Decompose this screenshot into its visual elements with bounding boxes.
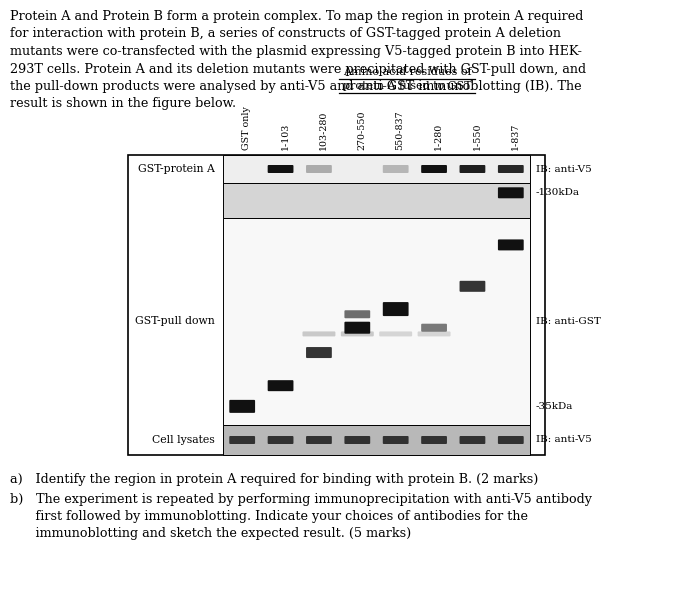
FancyBboxPatch shape	[229, 400, 255, 413]
Text: 270-550: 270-550	[358, 111, 366, 150]
Text: mutants were co-transfected with the plasmid expressing V5-tagged protein B into: mutants were co-transfected with the pla…	[10, 45, 582, 58]
FancyBboxPatch shape	[345, 321, 370, 334]
Text: Cell lysates: Cell lysates	[152, 435, 215, 445]
FancyBboxPatch shape	[498, 187, 524, 198]
Text: a) Identify the region in protein A required for binding with protein B. (2 mark: a) Identify the region in protein A requ…	[10, 473, 538, 486]
Bar	[128, 155, 545, 455]
FancyBboxPatch shape	[460, 165, 486, 173]
FancyBboxPatch shape	[498, 436, 524, 444]
FancyBboxPatch shape	[460, 436, 486, 444]
FancyBboxPatch shape	[306, 165, 332, 173]
Text: -35kDa: -35kDa	[536, 402, 573, 411]
FancyBboxPatch shape	[379, 332, 412, 336]
Text: IB: anti-V5: IB: anti-V5	[536, 436, 592, 445]
FancyBboxPatch shape	[418, 332, 451, 336]
Text: the pull-down products were analysed by anti-V5 and anti-GST immunoblotting (IB): the pull-down products were analysed by …	[10, 80, 582, 93]
FancyBboxPatch shape	[229, 436, 255, 444]
Text: -130kDa: -130kDa	[536, 188, 580, 197]
FancyBboxPatch shape	[421, 324, 447, 332]
FancyBboxPatch shape	[306, 347, 332, 358]
Text: 1-280: 1-280	[434, 123, 443, 150]
FancyBboxPatch shape	[498, 165, 524, 173]
FancyBboxPatch shape	[383, 165, 408, 173]
FancyBboxPatch shape	[498, 239, 524, 250]
FancyBboxPatch shape	[345, 310, 370, 318]
Text: GST only: GST only	[242, 106, 251, 150]
Text: 1-103: 1-103	[281, 123, 290, 150]
FancyBboxPatch shape	[345, 436, 370, 444]
Bar	[223, 218, 530, 425]
Text: Amino acid residues of: Amino acid residues of	[343, 67, 471, 77]
FancyBboxPatch shape	[421, 436, 447, 444]
Text: protein A fused to GST: protein A fused to GST	[343, 81, 471, 91]
FancyBboxPatch shape	[341, 332, 374, 336]
FancyBboxPatch shape	[383, 436, 408, 444]
Text: 550-837: 550-837	[396, 110, 405, 150]
FancyBboxPatch shape	[268, 380, 293, 391]
Text: for interaction with protein B, a series of constructs of GST-tagged protein A d: for interaction with protein B, a series…	[10, 27, 561, 40]
Bar	[223, 425, 530, 455]
Text: 1-837: 1-837	[511, 123, 520, 150]
Text: GST-protein A: GST-protein A	[138, 164, 215, 174]
Text: first followed by immunoblotting. Indicate your choices of antibodies for the: first followed by immunoblotting. Indica…	[10, 510, 528, 523]
Text: IB: anti-V5: IB: anti-V5	[536, 165, 592, 173]
FancyBboxPatch shape	[268, 436, 293, 444]
Text: Protein A and Protein B form a protein complex. To map the region in protein A r: Protein A and Protein B form a protein c…	[10, 10, 584, 23]
Bar	[223, 155, 530, 183]
Text: b) The experiment is repeated by performing immunoprecipitation with anti-V5 ant: b) The experiment is repeated by perform…	[10, 493, 592, 506]
Text: 293T cells. Protein A and its deletion mutants were precipitated with GST-pull d: 293T cells. Protein A and its deletion m…	[10, 63, 586, 76]
Text: IB: anti-GST: IB: anti-GST	[536, 317, 601, 326]
Text: GST-pull down: GST-pull down	[135, 317, 215, 327]
FancyBboxPatch shape	[303, 332, 336, 336]
FancyBboxPatch shape	[306, 436, 332, 444]
FancyBboxPatch shape	[460, 281, 486, 292]
Text: immunoblotting and sketch the expected result. (5 marks): immunoblotting and sketch the expected r…	[10, 527, 411, 540]
Bar	[223, 183, 530, 218]
FancyBboxPatch shape	[383, 302, 408, 316]
Text: 1-550: 1-550	[473, 123, 482, 150]
Text: 103-280: 103-280	[319, 111, 328, 150]
Text: result is shown in the figure below.: result is shown in the figure below.	[10, 98, 236, 111]
FancyBboxPatch shape	[421, 165, 447, 173]
FancyBboxPatch shape	[268, 165, 293, 173]
